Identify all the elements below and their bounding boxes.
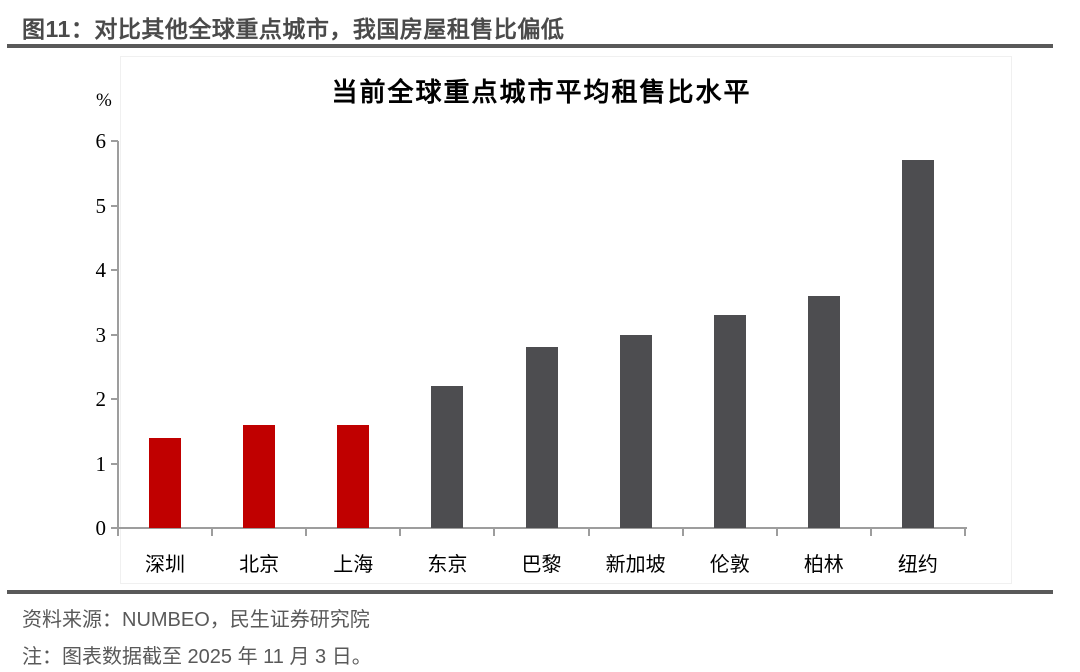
- title-underline-rule: [7, 44, 1053, 48]
- x-tick: [964, 528, 966, 536]
- y-tick-label: 0: [95, 516, 107, 540]
- x-tick: [211, 528, 214, 536]
- y-tick: [111, 204, 118, 207]
- bar: [713, 315, 746, 528]
- note-text: 注：图表数据截至 2025 年 11 月 3 日。: [22, 646, 372, 668]
- source-text: 资料来源：NUMBEO，民生证券研究院: [22, 609, 370, 631]
- y-tick-label: 2: [95, 387, 107, 411]
- y-axis-line: [117, 141, 119, 529]
- bar: [619, 334, 652, 528]
- x-category-label: 北京: [239, 554, 280, 576]
- y-tick: [111, 140, 118, 142]
- y-tick-label: 1: [95, 451, 107, 476]
- x-category-label: 伦敦: [709, 554, 750, 576]
- footer-divider-rule: [7, 590, 1053, 594]
- bar: [431, 386, 464, 528]
- y-tick: [111, 333, 118, 336]
- x-tick: [305, 528, 308, 536]
- y-tick-label: 5: [95, 193, 107, 218]
- bar: [525, 347, 558, 528]
- y-tick: [111, 462, 118, 465]
- x-tick: [775, 528, 778, 536]
- y-tick-label: 3: [95, 322, 107, 347]
- y-tick: [111, 269, 118, 271]
- y-axis-unit-label: %: [96, 90, 112, 111]
- x-tick: [493, 528, 496, 536]
- bar: [243, 424, 276, 528]
- x-category-label: 上海: [333, 554, 374, 576]
- bar: [807, 295, 840, 528]
- x-category-label: 新加坡: [605, 554, 666, 576]
- x-category-label: 深圳: [145, 554, 186, 576]
- x-category-label: 巴黎: [521, 554, 562, 576]
- x-category-label: 柏林: [803, 554, 844, 576]
- x-tick: [869, 528, 872, 536]
- x-tick: [681, 528, 684, 536]
- x-tick: [587, 528, 590, 536]
- y-tick: [111, 398, 118, 400]
- x-axis-line: [111, 527, 967, 529]
- figure-title: 图11：对比其他全球重点城市，我国房屋租售比偏低: [22, 16, 565, 42]
- x-category-label: 纽约: [897, 554, 938, 576]
- bar: [337, 424, 370, 528]
- bar: [149, 437, 182, 528]
- y-tick-label: 6: [95, 129, 107, 153]
- chart-title: 当前全球重点城市平均租售比水平: [331, 78, 752, 107]
- x-tick: [117, 528, 119, 536]
- x-tick: [399, 528, 402, 536]
- bar: [901, 160, 934, 528]
- y-tick-label: 4: [95, 258, 107, 282]
- chart-frame: [120, 56, 1012, 584]
- x-category-label: 东京: [427, 554, 468, 576]
